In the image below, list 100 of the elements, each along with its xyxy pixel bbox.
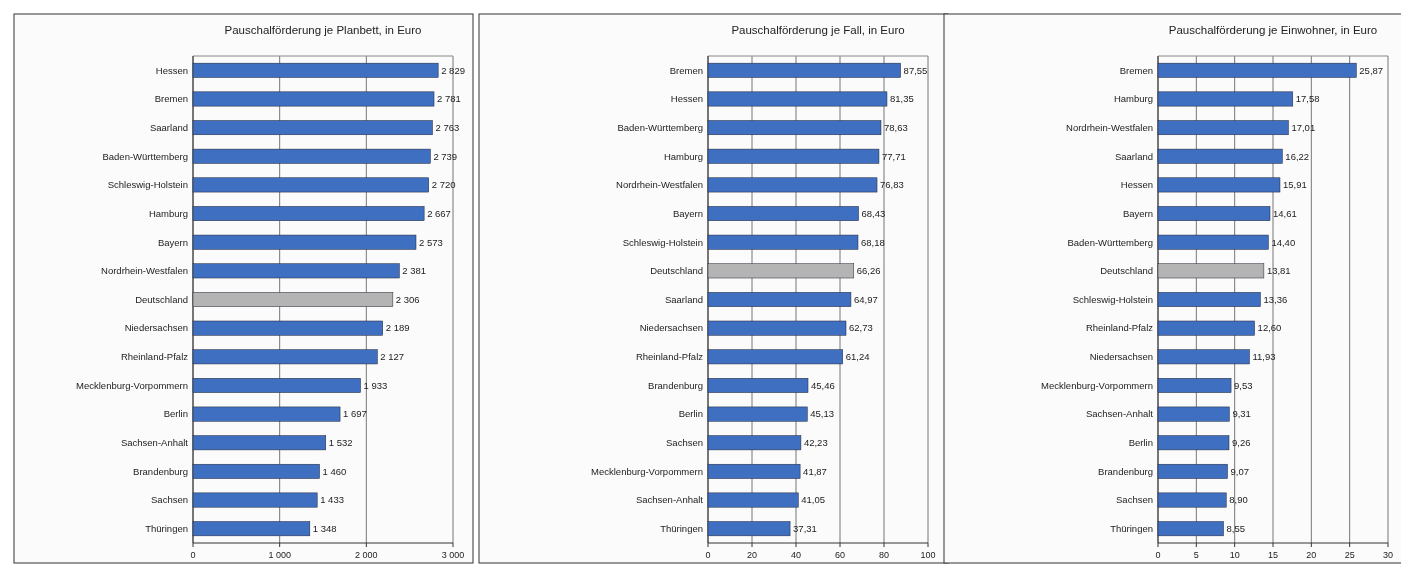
data-label: 2 573	[418, 236, 443, 248]
bar	[1157, 349, 1250, 365]
data-label: 41,87	[803, 465, 827, 477]
bar	[192, 292, 394, 307]
bar	[1157, 435, 1230, 451]
data-label: 14,40	[1271, 236, 1296, 248]
x-tick-label: 1 000	[268, 550, 291, 560]
bar	[192, 148, 431, 164]
bar	[192, 120, 433, 136]
data-label: 2 127	[380, 351, 405, 363]
data-label: 9,07	[1230, 465, 1250, 477]
y-tick-label: Sachsen-Anhalt	[1085, 408, 1154, 420]
x-tick-label: 3 000	[441, 550, 465, 560]
x-tick-label: 0	[190, 550, 196, 560]
data-label: 14,61	[1273, 207, 1297, 219]
bar	[192, 177, 429, 193]
x-tick-label: 25	[1344, 550, 1355, 560]
data-label: 2 720	[431, 179, 456, 191]
y-tick-label: Nordrhein-Westfalen	[1066, 121, 1153, 133]
x-tick-label: 40	[790, 550, 802, 560]
data-label: 13,81	[1266, 265, 1291, 277]
y-tick-label: Nordrhein-Westfalen	[616, 179, 703, 191]
bar	[707, 378, 809, 393]
data-label: 81,35	[889, 93, 914, 105]
bar	[1157, 206, 1271, 221]
y-tick-label: Mecklenburg-Vorpommern	[76, 379, 188, 391]
chart-title: Pauschalförderung je Planbett, in Euro	[224, 24, 422, 36]
data-label: 16,22	[1285, 150, 1310, 162]
data-label: 62,73	[849, 322, 873, 334]
data-label: 2 829	[441, 64, 465, 76]
bar	[707, 349, 843, 365]
y-tick-label: Rheinland-Pfalz	[1085, 322, 1154, 334]
x-tick-label: 60	[834, 550, 846, 560]
y-tick-label: Sachsen	[666, 437, 703, 449]
x-tick-label: 100	[920, 550, 936, 560]
bar	[1157, 62, 1357, 78]
y-tick-label: Sachsen-Anhalt	[120, 437, 189, 449]
y-tick-label: Niedersachsen	[124, 322, 188, 334]
y-tick-label: Schleswig-Holstein	[107, 179, 188, 191]
bar	[1157, 234, 1269, 250]
y-tick-label: Saarland	[664, 293, 703, 305]
chart-title: Pauschalförderung je Einwohner, in Euro	[1168, 24, 1378, 36]
bar	[192, 206, 425, 221]
y-tick-label: Hamburg	[148, 207, 188, 219]
y-tick-label: Brandenburg	[133, 465, 188, 477]
y-tick-label: Hamburg	[1113, 93, 1153, 105]
data-label: 2 763	[435, 121, 460, 133]
y-tick-label: Bremen	[669, 64, 703, 76]
y-tick-label: Hessen	[155, 64, 188, 76]
y-tick-label: Baden-Württemberg	[617, 121, 703, 133]
data-label: 68,43	[861, 207, 886, 219]
x-tick-label: 30	[1382, 550, 1394, 560]
bar	[707, 234, 859, 250]
y-tick-label: Baden-Württemberg	[1067, 236, 1153, 248]
y-tick-label: Niedersachsen	[639, 322, 703, 334]
x-tick-label: 20	[1306, 550, 1317, 560]
bar	[707, 320, 847, 336]
bar	[707, 62, 901, 78]
data-label: 2 739	[433, 150, 458, 162]
bar	[1157, 148, 1283, 164]
data-label: 1 348	[312, 523, 337, 534]
data-label: 17,58	[1295, 93, 1320, 105]
data-label: 17,01	[1291, 121, 1316, 133]
data-label: 15,91	[1282, 179, 1307, 191]
bar	[1157, 463, 1228, 479]
bar	[1157, 177, 1281, 193]
y-tick-label: Hamburg	[663, 150, 703, 162]
bar	[707, 492, 799, 508]
y-tick-label: Rheinland-Pfalz	[120, 351, 189, 363]
y-tick-label: Schleswig-Holstein	[1072, 293, 1153, 305]
x-tick-label: 0	[1155, 550, 1161, 560]
bar	[1157, 378, 1232, 393]
y-tick-label: Brandenburg	[648, 379, 703, 391]
y-tick-label: Sachsen	[1116, 494, 1153, 506]
bar	[1157, 120, 1289, 136]
bar	[192, 263, 400, 279]
data-label: 1 532	[328, 437, 353, 449]
bar	[1157, 406, 1230, 422]
data-label: 8,55	[1226, 523, 1246, 534]
data-label: 77,71	[881, 150, 906, 162]
y-tick-label: Schleswig-Holstein	[622, 236, 703, 248]
bar	[707, 148, 880, 164]
bar	[1157, 263, 1265, 279]
data-label: 61,24	[845, 351, 870, 363]
bar	[192, 463, 320, 479]
data-label: 2 189	[385, 322, 410, 334]
data-label: 9,53	[1234, 379, 1253, 391]
data-label: 42,23	[803, 437, 828, 449]
data-label: 87,55	[903, 64, 928, 76]
y-tick-label: Saarland	[1114, 150, 1153, 162]
bar	[192, 349, 378, 365]
y-tick-label: Saarland	[149, 121, 188, 133]
bar	[707, 292, 852, 307]
bar	[192, 521, 311, 537]
bar	[192, 378, 361, 393]
y-tick-label: Mecklenburg-Vorpommern	[591, 465, 703, 477]
data-label: 45,46	[811, 379, 835, 391]
bar	[707, 206, 859, 221]
data-label: 1 697	[343, 408, 367, 420]
y-tick-label: Bayern	[157, 236, 188, 248]
